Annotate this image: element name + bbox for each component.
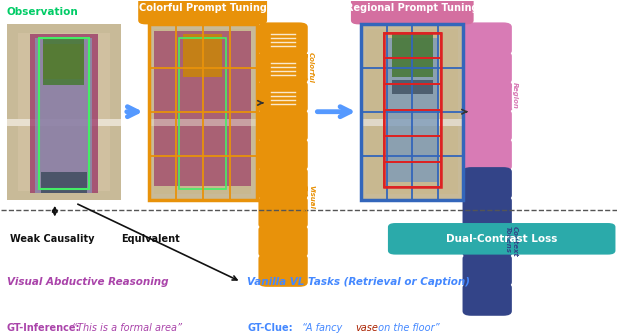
Bar bbox=[149, 24, 256, 200]
Text: Dual-Contrast Loss: Dual-Contrast Loss bbox=[446, 234, 557, 244]
FancyBboxPatch shape bbox=[462, 109, 512, 142]
FancyBboxPatch shape bbox=[462, 225, 512, 258]
Bar bbox=[384, 110, 441, 136]
FancyBboxPatch shape bbox=[462, 80, 512, 113]
Bar bbox=[366, 29, 458, 194]
Text: GT-Clue:: GT-Clue: bbox=[247, 323, 293, 333]
Text: Observation: Observation bbox=[7, 7, 78, 17]
FancyBboxPatch shape bbox=[462, 254, 512, 287]
Bar bbox=[35, 38, 93, 193]
Bar bbox=[7, 24, 121, 200]
Text: Visual Abductive Reasoning: Visual Abductive Reasoning bbox=[7, 277, 168, 287]
Text: Visual
Tokens: Visual Tokens bbox=[301, 185, 314, 211]
FancyBboxPatch shape bbox=[462, 283, 512, 316]
FancyBboxPatch shape bbox=[462, 51, 512, 84]
Bar bbox=[19, 32, 109, 191]
Bar bbox=[384, 84, 441, 110]
Bar bbox=[392, 80, 433, 94]
Text: “A fancy: “A fancy bbox=[302, 323, 345, 333]
Bar bbox=[362, 24, 463, 200]
Text: on the floor”: on the floor” bbox=[375, 323, 439, 333]
FancyBboxPatch shape bbox=[258, 80, 308, 113]
Bar bbox=[384, 32, 441, 58]
Text: Weak Causality: Weak Causality bbox=[10, 234, 95, 244]
Bar bbox=[41, 172, 87, 193]
FancyBboxPatch shape bbox=[258, 51, 308, 84]
Text: Context
Tokens: Context Tokens bbox=[505, 226, 518, 257]
Bar bbox=[149, 24, 256, 200]
Text: Region
Prompt: Region Prompt bbox=[505, 82, 519, 111]
Bar bbox=[7, 119, 121, 126]
FancyBboxPatch shape bbox=[462, 138, 512, 171]
FancyBboxPatch shape bbox=[462, 196, 512, 229]
Bar bbox=[384, 58, 441, 84]
Bar bbox=[384, 32, 441, 187]
Bar bbox=[362, 119, 463, 126]
FancyBboxPatch shape bbox=[462, 22, 512, 55]
FancyBboxPatch shape bbox=[258, 22, 308, 55]
Bar bbox=[30, 34, 98, 193]
Text: vase: vase bbox=[355, 323, 378, 333]
Bar bbox=[384, 136, 441, 162]
FancyBboxPatch shape bbox=[258, 225, 308, 258]
FancyBboxPatch shape bbox=[258, 109, 308, 142]
Bar bbox=[384, 162, 441, 187]
Text: Colorful Prompt Tuning: Colorful Prompt Tuning bbox=[138, 3, 266, 13]
Bar bbox=[149, 119, 256, 126]
Bar bbox=[39, 38, 89, 189]
Text: GT-Inference:: GT-Inference: bbox=[7, 323, 80, 333]
FancyBboxPatch shape bbox=[258, 138, 308, 171]
Bar bbox=[154, 29, 251, 194]
FancyBboxPatch shape bbox=[351, 0, 473, 24]
Bar bbox=[392, 34, 433, 76]
Bar bbox=[387, 38, 438, 182]
Text: Equivalent: Equivalent bbox=[121, 234, 180, 244]
Bar bbox=[179, 38, 226, 189]
Text: Colorful
Prompt: Colorful Prompt bbox=[301, 52, 314, 83]
Text: “This is a formal area”: “This is a formal area” bbox=[72, 323, 182, 333]
FancyBboxPatch shape bbox=[138, 0, 267, 24]
Text: Vanilla VL Tasks (Retrieval or Caption): Vanilla VL Tasks (Retrieval or Caption) bbox=[247, 277, 470, 287]
Bar bbox=[43, 44, 85, 78]
FancyBboxPatch shape bbox=[258, 196, 308, 229]
Bar bbox=[43, 38, 85, 85]
Bar bbox=[154, 31, 251, 186]
Text: Regional Prompt Tuning: Regional Prompt Tuning bbox=[346, 3, 478, 13]
FancyBboxPatch shape bbox=[388, 223, 616, 255]
FancyBboxPatch shape bbox=[258, 254, 308, 287]
FancyBboxPatch shape bbox=[258, 167, 308, 200]
Bar bbox=[362, 24, 463, 200]
FancyBboxPatch shape bbox=[462, 167, 512, 200]
Bar bbox=[183, 34, 222, 76]
